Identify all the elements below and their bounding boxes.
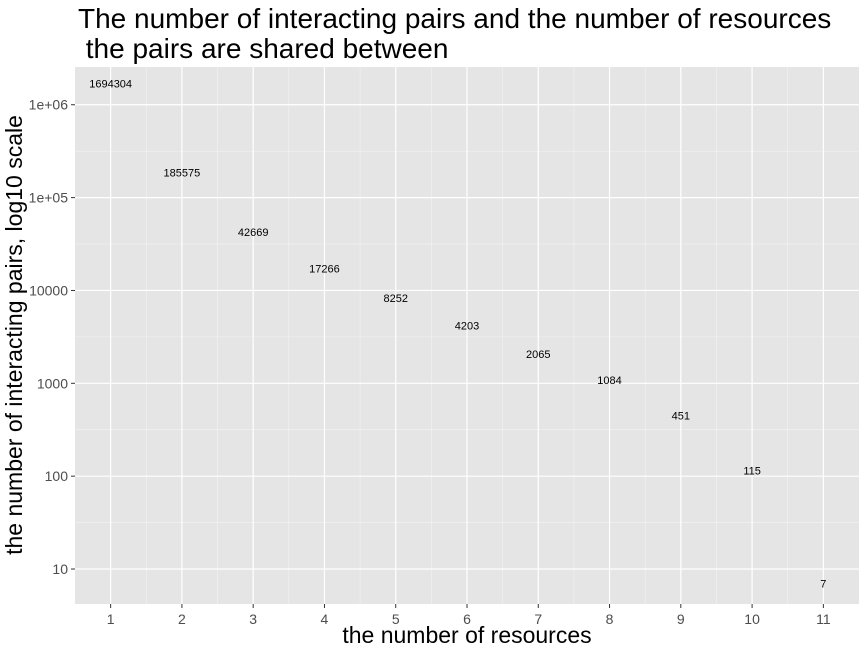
x-tick-label: 4 [321, 611, 329, 627]
y-tick-label: 10000 [29, 282, 68, 298]
data-point-label: 115 [743, 466, 761, 478]
data-point-label: 1084 [597, 375, 621, 387]
data-point-label: 8252 [383, 293, 407, 305]
x-tick-label: 2 [178, 611, 186, 627]
major-gridlines [75, 67, 859, 604]
y-tick-label: 10 [52, 561, 68, 577]
chart-title-line-1: The number of interacting pairs and the … [78, 3, 831, 34]
data-point-label: 451 [672, 410, 690, 422]
x-tick-label: 5 [392, 611, 400, 627]
data-point-label: 42669 [238, 227, 269, 239]
x-tick-label: 6 [463, 611, 471, 627]
y-tick-label: 1e+06 [29, 97, 69, 113]
data-point-label: 2065 [526, 349, 550, 361]
x-tick-label: 9 [677, 611, 685, 627]
data-labels: 1694304 185575 42669 17266 8252 4203 2065 1084 4… [89, 78, 826, 590]
x-axis-ticks: 1 2 3 4 5 6 7 8 9 10 11 [107, 604, 831, 627]
x-tick-label: 8 [606, 611, 614, 627]
x-axis-title: the number of resources [342, 622, 591, 648]
data-point-label: 1694304 [89, 78, 132, 90]
data-point-label: 4203 [455, 320, 479, 332]
x-tick-label: 11 [816, 611, 831, 627]
y-tick-label: 1e+05 [29, 190, 69, 206]
data-point-label: 17266 [309, 263, 340, 275]
data-point-label: 185575 [164, 168, 201, 180]
y-tick-label: 100 [45, 468, 69, 484]
y-axis-ticks: 10 100 1000 10000 1e+05 1e+06 [29, 97, 75, 577]
x-tick-label: 1 [107, 611, 115, 627]
x-tick-label: 3 [249, 611, 257, 627]
data-point-label: 7 [820, 578, 826, 590]
y-tick-label: 1000 [37, 375, 68, 391]
y-axis-title: the number of interacting pairs, log10 s… [1, 115, 27, 555]
x-tick-label: 7 [534, 611, 542, 627]
chart-title-line-2: the pairs are shared between [78, 33, 448, 64]
x-tick-label: 10 [744, 611, 760, 627]
